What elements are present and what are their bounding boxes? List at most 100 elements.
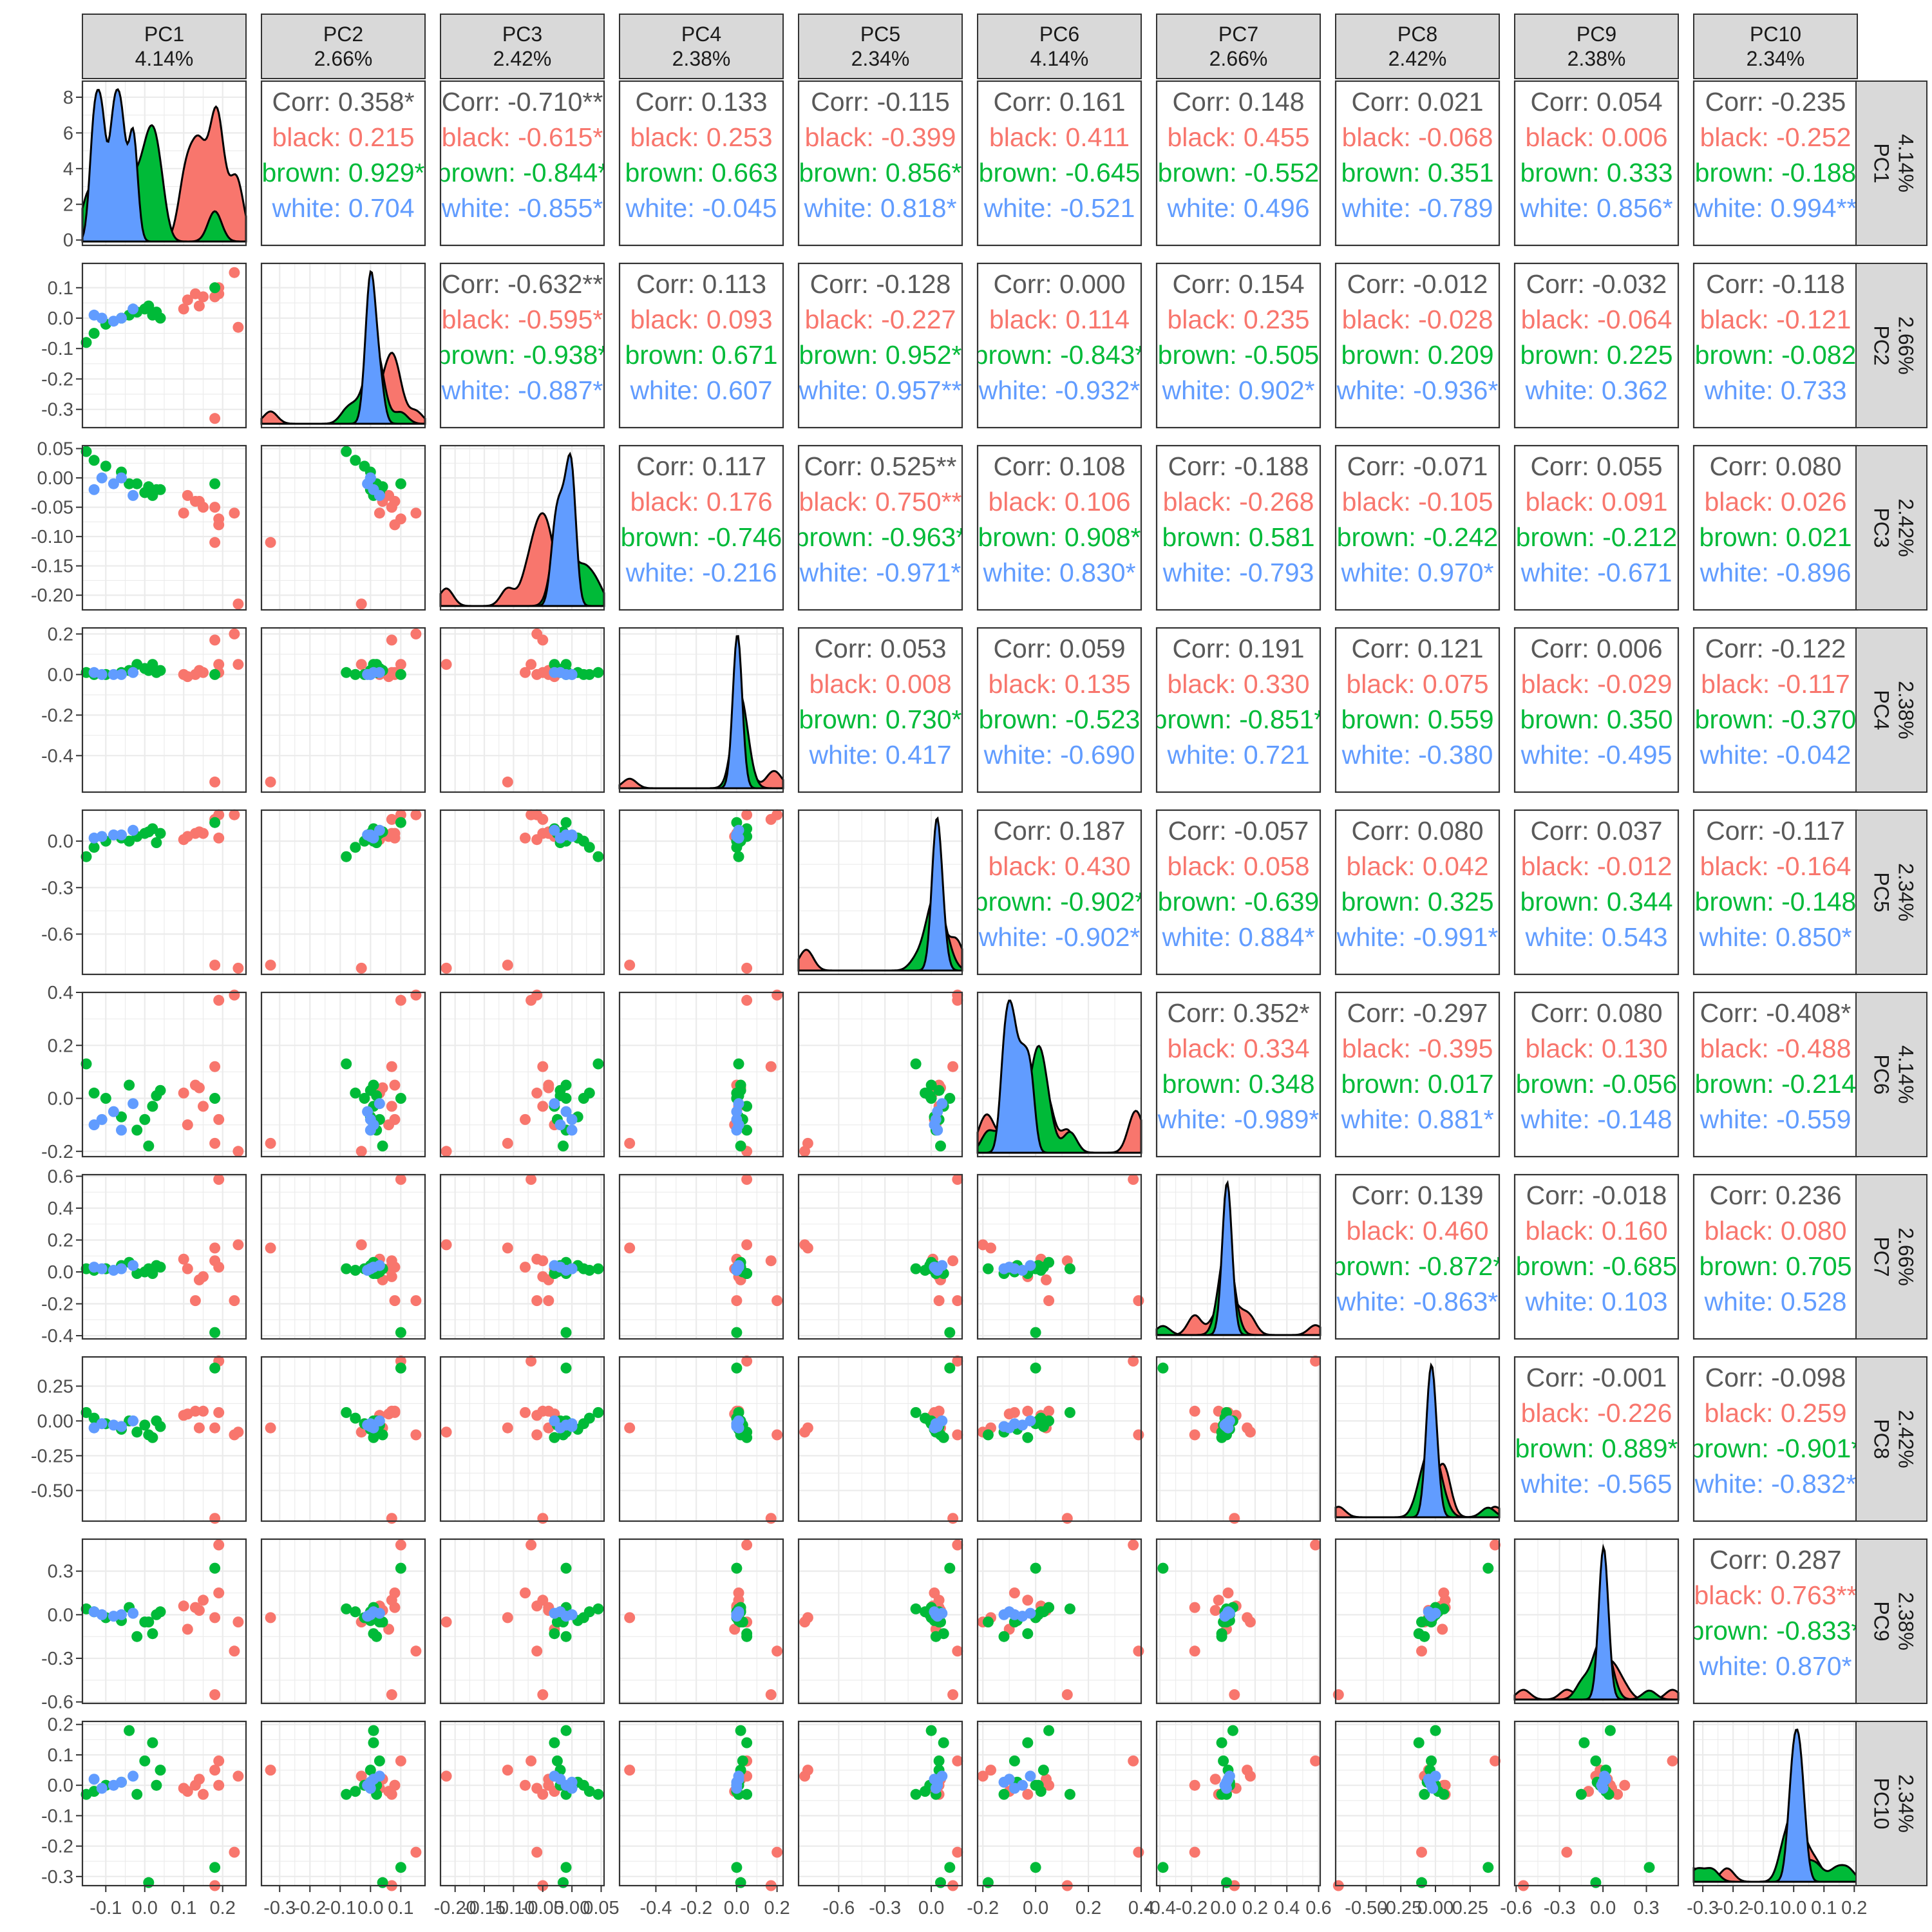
y-tick-label-pc8: 0.00	[37, 1411, 73, 1432]
panel-pc7-pc10-correlations: Corr: 0.236 black: 0.080 brown: 0.705 white…	[1699, 1180, 1852, 1316]
corr-label-white: white: -0.991*	[1336, 922, 1499, 952]
corr-label-white: white: 0.881*	[1340, 1104, 1493, 1134]
point-black	[410, 1846, 422, 1858]
panel-pc4-pc4-density	[618, 635, 784, 790]
y-tick-label-pc2: 0.0	[48, 308, 73, 329]
point-brown	[124, 835, 135, 847]
point-brown	[143, 1616, 155, 1628]
point-black	[765, 1513, 777, 1524]
panel-pc10-pc5-bg	[799, 1721, 962, 1886]
point-brown	[1064, 1406, 1075, 1418]
panel-pc6-pc2-points	[265, 989, 422, 1157]
point-black	[395, 994, 406, 1006]
panel-pc9-pc10-correlations: Corr: 0.287 black: 0.763** brown: -0.833* w…	[1694, 1545, 1857, 1681]
point-black	[1310, 1755, 1321, 1766]
corr-label-white: white: 0.957**	[798, 375, 961, 405]
point-brown	[395, 1862, 406, 1873]
corr-label-corr: Corr: -0.235	[1705, 87, 1846, 117]
corr-label-black: black: 0.130	[1525, 1034, 1667, 1063]
point-black	[213, 519, 225, 531]
point-black	[193, 1774, 205, 1785]
corr-label-white: white: 0.543	[1524, 922, 1667, 952]
point-black	[531, 1410, 543, 1421]
point-white	[731, 1609, 743, 1620]
panel-pc2-pc8-bg	[1336, 263, 1499, 428]
point-black	[213, 994, 225, 1006]
panel-pc1-pc3-bg	[440, 81, 604, 245]
y-tick-label-pc4: 0.0	[48, 665, 73, 685]
strip-label-name: PC8	[1870, 1419, 1893, 1459]
point-white	[936, 1098, 948, 1110]
panel-pc6-pc4-border	[618, 991, 784, 1158]
panel-pc4-pc10-correlations: Corr: -0.122 black: -0.117 brown: -0.370 wh…	[1695, 634, 1857, 770]
strip-label-pct: 2.34%	[1895, 1774, 1918, 1833]
panel-pc7-pc6-points	[977, 1173, 1144, 1338]
point-brown	[1221, 1877, 1232, 1888]
y-tick-label-pc6: 0.2	[48, 1036, 73, 1056]
point-black	[772, 1645, 783, 1657]
point-black	[440, 1146, 452, 1157]
point-brown	[374, 1755, 385, 1766]
point-black	[209, 634, 221, 646]
panel-pc6-pc7-bg	[1157, 992, 1320, 1157]
point-black	[193, 826, 205, 838]
x-tick-label-pc7: -0.2	[1175, 1898, 1208, 1918]
point-brown	[1227, 1725, 1238, 1736]
panel-pc4-pc9-bg	[1515, 628, 1678, 792]
point-brown	[88, 1412, 100, 1424]
corr-label-white: white: -0.671	[1520, 558, 1672, 587]
panel-pc3-pc5-bg	[799, 446, 962, 610]
point-white	[731, 1776, 743, 1788]
corr-label-corr: Corr: 0.055	[1530, 451, 1662, 481]
corr-label-corr: Corr: -0.018	[1526, 1180, 1667, 1210]
panel-pc10-pc3-bg	[440, 1721, 604, 1886]
panel-pc2-pc9-bg	[1515, 263, 1678, 428]
point-black	[765, 1255, 777, 1267]
panel-pc7-pc6-bg	[978, 1175, 1141, 1339]
y-tick-label-pc1: 6	[63, 123, 73, 144]
panel-pc9-pc5-border	[797, 1538, 963, 1705]
corr-label-corr: Corr: -0.408*	[1700, 998, 1852, 1028]
panel-pc5-pc9-border	[1513, 809, 1680, 976]
point-brown	[910, 1406, 922, 1418]
point-white	[116, 1609, 127, 1620]
corr-label-white: white: -0.887*	[441, 375, 603, 405]
panel-pc9-pc9-border	[1513, 1538, 1680, 1705]
panel-pc5-pc5-density	[797, 816, 963, 972]
point-black	[802, 1242, 813, 1254]
point-brown	[88, 842, 100, 853]
point-black	[1242, 1765, 1253, 1776]
point-white	[116, 668, 127, 680]
panel-pc5-pc7-correlations: Corr: -0.057 black: 0.058 brown: -0.639 whi…	[1158, 816, 1320, 952]
corr-label-white: white: -0.902*	[978, 922, 1141, 952]
point-brown	[1157, 1362, 1169, 1374]
corr-label-corr: Corr: 0.113	[636, 269, 766, 299]
point-black	[229, 1429, 240, 1441]
corr-label-white: white: 0.721	[1166, 740, 1309, 770]
point-black	[355, 1770, 367, 1782]
point-brown	[395, 668, 406, 680]
point-white	[116, 312, 127, 324]
point-white	[374, 1098, 385, 1110]
point-black	[209, 1137, 221, 1149]
y-tick-label-pc4: -0.2	[41, 705, 73, 726]
panel-pc7-pc1-border	[81, 1173, 247, 1340]
strip-label-pct: 2.38%	[672, 47, 731, 70]
panel-pc2-pc9-correlations: Corr: -0.032 black: -0.064 brown: 0.225 whi…	[1520, 269, 1672, 405]
point-black	[1041, 1774, 1052, 1785]
point-brown	[592, 1058, 604, 1070]
x-tick-label-pc7: 0.0	[1210, 1898, 1236, 1918]
corr-label-white: white: -0.936*	[1336, 375, 1499, 405]
point-black	[531, 1429, 543, 1441]
point-brown	[731, 1862, 743, 1873]
point-white	[549, 1098, 560, 1110]
strip-label-name: PC7	[1870, 1236, 1893, 1276]
panel-pc2-pc3-border	[439, 262, 605, 429]
point-brown	[365, 1765, 376, 1776]
point-black	[520, 832, 531, 844]
x-tick-label-pc1: 0.1	[171, 1898, 196, 1918]
point-black	[537, 634, 549, 646]
panel-pc1-pc4-correlations: Corr: 0.133 black: 0.253 brown: 0.663 white…	[625, 87, 777, 223]
